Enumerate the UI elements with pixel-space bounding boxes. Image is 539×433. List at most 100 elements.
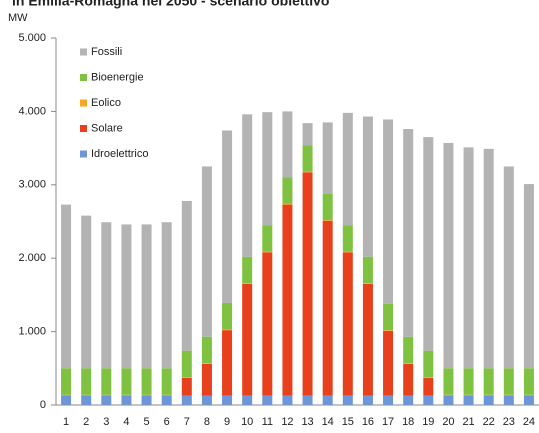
bar-segment xyxy=(141,368,152,395)
bar-segment xyxy=(121,395,132,405)
bar-segment xyxy=(161,222,172,369)
bar-segment xyxy=(503,368,514,395)
legend-swatch xyxy=(80,125,87,132)
bar-segment xyxy=(423,395,434,405)
legend-label: Bioenergie xyxy=(91,71,144,83)
bar-segment xyxy=(322,220,333,221)
bar-segment xyxy=(242,256,253,284)
x-tick-label: 1 xyxy=(63,416,69,428)
bar-segment xyxy=(61,204,72,369)
y-tick-label: 0 xyxy=(40,399,46,411)
bar-segment xyxy=(403,363,414,396)
bar-segment xyxy=(222,130,233,303)
bar-segment xyxy=(262,112,273,226)
bar-segment xyxy=(322,395,333,405)
bar-segment xyxy=(201,363,212,364)
bar-segment xyxy=(403,395,414,405)
legend-label: Eolico xyxy=(91,97,121,109)
bar-segment xyxy=(302,395,313,405)
bar-segment xyxy=(181,350,192,378)
x-tick-label: 21 xyxy=(462,416,474,428)
x-tick-label: 11 xyxy=(262,416,273,428)
bar-segment xyxy=(121,224,132,369)
bar-segment xyxy=(262,252,273,396)
bar-segment xyxy=(342,252,353,396)
x-tick-label: 5 xyxy=(144,416,150,428)
bar-segment xyxy=(121,368,132,395)
bar-segment xyxy=(463,147,474,369)
bar-segment xyxy=(201,336,212,364)
y-axis-label: MW xyxy=(8,12,28,24)
bar-segment xyxy=(222,302,233,330)
bar-segment xyxy=(483,394,494,396)
x-tick-label: 23 xyxy=(503,416,515,428)
bar-segment xyxy=(423,137,434,351)
bar-segment xyxy=(101,222,112,369)
bar-segment xyxy=(383,330,394,396)
bar-segment xyxy=(403,363,414,364)
bar-segment xyxy=(222,395,233,405)
bar-segment xyxy=(282,177,293,204)
bar-segment xyxy=(242,283,253,284)
bar-segment xyxy=(181,395,192,405)
y-tick-label: 4.000 xyxy=(18,105,46,117)
legend-swatch xyxy=(80,150,87,158)
bar-segment xyxy=(61,368,72,395)
bar-segment xyxy=(81,395,92,405)
bar-segment xyxy=(523,395,534,405)
x-tick-label: 15 xyxy=(342,416,354,428)
x-tick-label: 24 xyxy=(523,416,535,428)
x-tick-label: 22 xyxy=(483,416,495,428)
bar-segment xyxy=(61,394,72,396)
bar-segment xyxy=(342,251,353,253)
x-tick-label: 10 xyxy=(241,416,253,428)
bar-segment xyxy=(181,377,192,396)
bar-segment xyxy=(101,368,112,395)
bar-segment xyxy=(322,220,333,396)
bar-segment xyxy=(483,368,494,395)
bar-segment xyxy=(302,145,313,172)
x-tick-label: 14 xyxy=(322,416,334,428)
bar-segment xyxy=(141,395,152,405)
bar-segment xyxy=(362,256,373,284)
legend-label: Fossili xyxy=(91,46,122,58)
bar-segment xyxy=(201,363,212,396)
bar-segment xyxy=(362,283,373,396)
bar-segment xyxy=(483,148,494,369)
bar-segment xyxy=(423,377,434,396)
bar-segment xyxy=(443,142,454,369)
bar-segment xyxy=(342,225,353,252)
x-tick-label: 19 xyxy=(422,416,434,428)
bar-segment xyxy=(322,122,333,194)
y-tick-label: 2.000 xyxy=(18,252,46,264)
bar-segment xyxy=(383,330,394,331)
bar-segment xyxy=(262,225,273,252)
bar-segment xyxy=(483,395,494,405)
bar-segment xyxy=(61,395,72,405)
bar-segment xyxy=(423,377,434,378)
bar-segment xyxy=(342,112,353,226)
bar-segment xyxy=(302,172,313,396)
bar-segment xyxy=(383,119,394,304)
y-tick-label: 3.000 xyxy=(18,179,46,191)
bar-segment xyxy=(302,171,313,173)
bar-segment xyxy=(262,251,273,253)
x-tick-label: 9 xyxy=(224,416,230,428)
bar-segment xyxy=(141,224,152,369)
bar-segment xyxy=(222,330,233,396)
bar-segment xyxy=(262,395,273,405)
bar-segment xyxy=(101,394,112,396)
bar-segment xyxy=(242,114,253,257)
bar-segment xyxy=(161,368,172,395)
bar-segment xyxy=(81,368,92,395)
x-tick-label: 18 xyxy=(402,416,414,428)
bar-segment xyxy=(443,395,454,405)
bar-segment xyxy=(121,394,132,396)
bar-segment xyxy=(181,200,192,351)
bar-segment xyxy=(302,123,313,146)
bar-segment xyxy=(463,394,474,396)
bar-segment xyxy=(322,193,333,221)
bar-segment xyxy=(403,129,414,337)
bar-segment xyxy=(101,395,112,405)
bar-segment xyxy=(362,395,373,405)
